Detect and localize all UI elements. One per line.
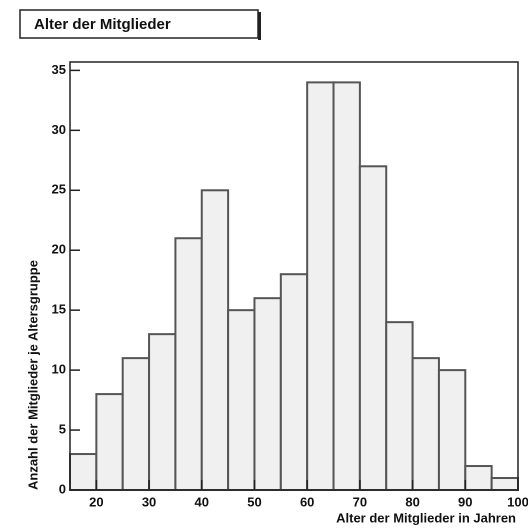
title-box	[19, 9, 259, 39]
histogram-bar	[437, 369, 467, 491]
plot-frame	[69, 61, 519, 491]
x-tick-label: 100	[507, 494, 528, 509]
x-tick-label: 30	[142, 494, 156, 509]
histogram-bar	[490, 477, 520, 491]
x-tick-label: 20	[89, 494, 103, 509]
y-tick-label: 30	[52, 122, 66, 137]
histogram-bar	[253, 297, 282, 491]
y-tick-label: 20	[52, 242, 66, 257]
y-tick-label: 35	[52, 62, 66, 77]
histogram-bar	[95, 393, 124, 491]
histogram-bar	[227, 309, 256, 491]
y-tick-label: 10	[52, 362, 66, 377]
y-tick-label: 0	[59, 481, 66, 496]
histogram-bar	[121, 357, 151, 492]
y-tick-label: 25	[52, 182, 66, 197]
x-tick-label: 60	[300, 494, 314, 509]
histogram-bar	[332, 81, 361, 491]
x-tick-label: 80	[405, 494, 419, 509]
title-shadow	[258, 12, 261, 40]
histogram-bar	[385, 321, 414, 491]
histogram-bar	[69, 453, 98, 491]
histogram-bar	[306, 81, 335, 491]
histogram-bar	[200, 189, 230, 491]
y-tick-label: 15	[52, 302, 66, 317]
y-axis-label: Anzahl der Mitglieder je Altersgruppe	[25, 260, 40, 490]
histogram-bar	[358, 165, 388, 491]
x-tick-label: 40	[195, 494, 209, 509]
x-tick-label: 70	[353, 494, 367, 509]
histogram-bar	[279, 273, 309, 492]
histogram-bar	[464, 465, 493, 491]
histogram-bar	[174, 237, 203, 491]
y-tick-label: 5	[59, 421, 66, 436]
histogram-bar	[148, 333, 177, 491]
x-tick-label: 50	[247, 494, 261, 509]
x-tick-label: 90	[458, 494, 472, 509]
x-axis-label: Alter der Mitglieder in Jahren	[336, 510, 516, 525]
chart-title: Alter der Mitglieder	[34, 16, 171, 33]
histogram-bar	[411, 357, 440, 492]
